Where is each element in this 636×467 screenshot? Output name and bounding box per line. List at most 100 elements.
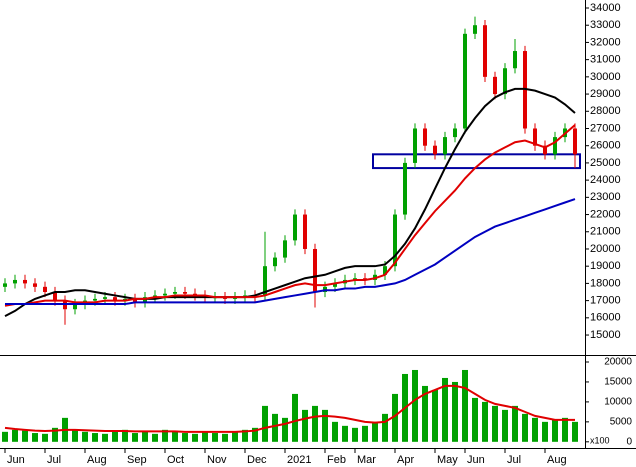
y-tick-label: 30000	[590, 71, 621, 83]
candle-body	[173, 292, 177, 294]
candle-body	[403, 162, 407, 215]
candle-body	[43, 286, 47, 293]
y-tick-label: 16000	[590, 312, 621, 324]
volume-bar	[262, 405, 268, 442]
y-tick-label: 23000	[590, 191, 621, 203]
volume-bar	[272, 413, 278, 442]
volume-bar	[202, 431, 208, 442]
volume-bar	[22, 430, 28, 442]
candle-body	[293, 214, 297, 241]
candle-body	[473, 25, 477, 34]
candle-body	[443, 137, 447, 155]
y-tick-label: 28000	[590, 105, 621, 117]
volume-bar	[502, 409, 508, 442]
volume-bar	[552, 419, 558, 442]
volume-bar	[192, 433, 198, 442]
candle-body	[393, 214, 397, 267]
candle-body	[433, 145, 437, 155]
x-tick-label: May	[437, 454, 458, 466]
candle-body	[453, 128, 457, 138]
volume-bar	[372, 421, 378, 442]
moving-average	[5, 198, 576, 306]
moving-average	[4, 124, 576, 307]
candle-body	[3, 283, 7, 287]
y-tick-label: 20000	[590, 243, 621, 255]
volume-bar	[442, 377, 448, 442]
volume-bar	[222, 433, 228, 442]
candle-body	[533, 128, 537, 146]
y-tick-label: 18000	[590, 277, 621, 289]
y-tick-label: 17000	[590, 295, 621, 307]
volume-bar	[2, 431, 8, 442]
candle-body	[133, 298, 137, 303]
candle-body	[263, 266, 267, 296]
volume-bar	[292, 393, 298, 442]
volume-bar	[362, 425, 368, 442]
y-tick-label: 19000	[590, 260, 621, 272]
volume-bar	[452, 381, 458, 442]
y-tick-label: 33000	[590, 19, 621, 31]
volume-bar	[72, 429, 78, 442]
candle-body	[23, 279, 27, 284]
volume-bar	[142, 431, 148, 442]
volume-bar	[12, 429, 18, 442]
volume-bar	[312, 405, 318, 442]
candle-body	[53, 292, 57, 301]
y-tick-label: 22000	[590, 208, 621, 220]
volume-bar	[382, 413, 388, 442]
volume-bar	[182, 433, 188, 442]
moving-average	[4, 87, 576, 317]
volume-bar	[432, 389, 438, 442]
volume-bar	[112, 431, 118, 442]
volume-tick-label: 10000	[604, 397, 632, 408]
volume-bar	[542, 421, 548, 442]
x-tick-label: Jul	[507, 454, 521, 466]
y-tick-label: 15000	[590, 329, 621, 341]
candle-body	[413, 128, 417, 163]
y-tick-label: 27000	[590, 122, 621, 134]
volume-bar	[532, 417, 538, 442]
candle-body	[543, 145, 547, 155]
y-tick-label: 34000	[590, 2, 621, 14]
volume-bar	[132, 433, 138, 442]
candle-body	[493, 76, 497, 95]
volume-bar	[332, 421, 338, 442]
volume-bar	[512, 405, 518, 442]
candle-body	[273, 257, 277, 267]
y-tick-label: 21000	[590, 226, 621, 238]
volume-bar	[472, 397, 478, 442]
volume-bar	[152, 433, 158, 442]
candle-body	[303, 214, 307, 249]
x-tick-label: Aug	[547, 454, 567, 466]
x-tick-label: Sep	[127, 454, 147, 466]
volume-tick-label: 0	[626, 436, 632, 447]
x-tick-label: Feb	[327, 454, 346, 466]
x-tick-label: Oct	[167, 454, 184, 466]
volume-bar	[172, 431, 178, 442]
candle-body	[333, 283, 337, 287]
candle-body	[13, 279, 17, 284]
candle-body	[183, 292, 187, 294]
x-tick-label: Nov	[207, 454, 227, 466]
candle-body	[483, 25, 487, 77]
volume-bar	[32, 433, 38, 442]
volume-bar	[352, 427, 358, 442]
candle-body	[513, 51, 517, 69]
candle-body	[283, 240, 287, 258]
volume-bar	[82, 431, 88, 442]
x-tick-label: Jun	[467, 454, 485, 466]
volume-bar	[422, 385, 428, 442]
x-tick-label: Jul	[47, 454, 61, 466]
candle-body	[33, 283, 37, 287]
volume-tick-label: 5000	[610, 416, 633, 427]
volume-bar	[212, 433, 218, 442]
candle-body	[73, 304, 77, 310]
candle-body	[463, 33, 467, 129]
volume-bar	[122, 429, 128, 442]
volume-bar	[52, 427, 58, 442]
volume-bar	[322, 409, 328, 442]
candle-body	[553, 137, 557, 155]
volume-bar	[42, 433, 48, 442]
y-tick-label: 25000	[590, 157, 621, 169]
